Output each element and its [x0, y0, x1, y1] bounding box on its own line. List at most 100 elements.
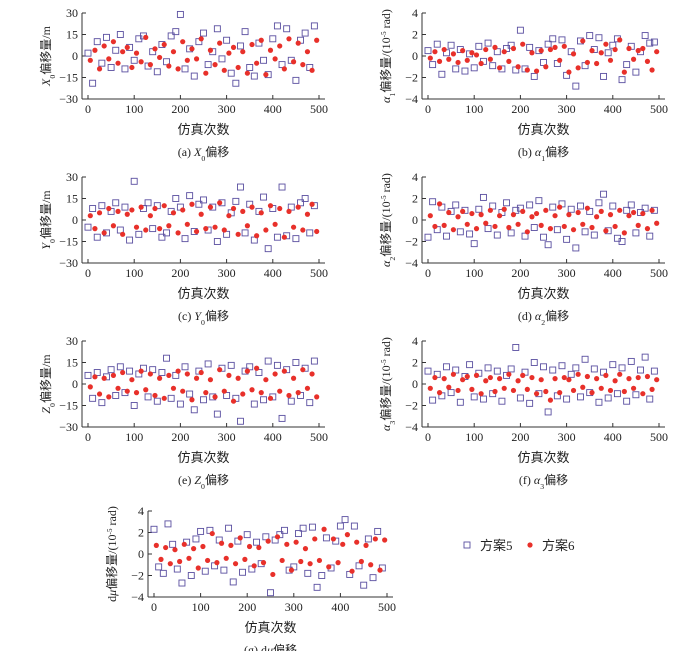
point-scheme6	[487, 56, 493, 62]
point-scheme6	[589, 390, 595, 396]
point-scheme6	[330, 536, 337, 542]
point-scheme5	[223, 36, 231, 44]
point-scheme6	[524, 67, 530, 73]
point-scheme5	[153, 397, 161, 405]
point-scheme6	[110, 372, 117, 378]
point-scheme5	[322, 534, 330, 542]
point-scheme6	[584, 205, 590, 211]
point-scheme5	[287, 397, 295, 405]
point-scheme5	[310, 22, 318, 30]
panel-caption: (g) dμ偏移	[244, 642, 297, 651]
x-tick-label: 0	[85, 430, 91, 444]
point-scheme5	[144, 199, 152, 207]
point-scheme6	[427, 213, 433, 219]
point-scheme5	[646, 232, 654, 240]
point-scheme6	[473, 226, 480, 232]
point-scheme5	[190, 406, 198, 414]
point-scheme5	[466, 230, 474, 238]
point-scheme5	[595, 34, 603, 42]
point-scheme5	[260, 193, 268, 201]
point-scheme5	[466, 361, 474, 369]
point-scheme5	[438, 70, 446, 78]
point-scheme6	[180, 388, 186, 394]
point-scheme6	[654, 220, 660, 226]
y-tick-label: 15	[66, 28, 78, 42]
point-scheme6	[129, 377, 135, 383]
point-scheme5	[470, 240, 478, 248]
point-scheme5	[475, 205, 483, 213]
text-part: 3	[388, 421, 397, 425]
text-part: 偏移	[273, 642, 297, 651]
point-scheme6	[189, 201, 195, 207]
x-axis-label: 仿真次数	[177, 122, 229, 137]
point-scheme5	[186, 390, 194, 398]
point-scheme5	[281, 526, 288, 534]
point-scheme6	[510, 212, 517, 218]
point-scheme6	[209, 530, 215, 537]
text-part: rad)	[379, 173, 393, 195]
point-scheme6	[200, 543, 206, 550]
point-scheme5	[243, 531, 251, 539]
text-part: -5	[380, 359, 388, 365]
point-scheme6	[547, 397, 554, 403]
point-scheme6	[175, 368, 181, 374]
point-scheme5	[260, 56, 268, 64]
point-scheme6	[630, 56, 637, 62]
point-scheme6	[649, 207, 655, 213]
point-scheme6	[626, 45, 632, 52]
point-scheme6	[153, 542, 159, 549]
point-scheme6	[427, 55, 433, 61]
point-scheme6	[133, 224, 140, 230]
point-scheme5	[103, 33, 110, 41]
point-scheme5	[447, 41, 455, 49]
point-scheme5	[158, 369, 166, 376]
y-tick-label: −2	[405, 235, 418, 249]
point-scheme5	[544, 40, 552, 48]
x-axis-label: 仿真次数	[244, 620, 296, 635]
point-scheme5	[218, 55, 226, 63]
point-scheme5	[424, 47, 432, 55]
point-scheme6	[120, 231, 126, 237]
point-scheme6	[115, 60, 121, 66]
text-part: rad)	[105, 506, 119, 528]
point-scheme5	[89, 205, 97, 212]
text-part: 2	[541, 318, 545, 327]
point-scheme5	[173, 565, 181, 573]
y-tick-label: 0	[72, 377, 78, 391]
x-tick-label: 300	[218, 102, 236, 116]
x-tick-label: 0	[151, 600, 157, 614]
point-scheme5	[167, 394, 175, 402]
y-tick-label: −2	[405, 399, 418, 413]
point-scheme6	[570, 227, 577, 233]
point-scheme6	[240, 208, 246, 214]
point-scheme5	[627, 357, 635, 365]
point-scheme5	[341, 516, 349, 524]
point-scheme6	[538, 222, 544, 228]
point-scheme6	[617, 37, 623, 43]
text-part: 偏移量/(10	[378, 201, 393, 256]
point-scheme6	[226, 50, 232, 56]
point-scheme5	[264, 357, 272, 365]
point-scheme6	[506, 224, 512, 231]
x-tick-label: 200	[171, 266, 189, 280]
point-scheme5	[516, 394, 524, 402]
text-part: α	[379, 96, 393, 103]
point-scheme5	[507, 229, 515, 237]
point-scheme6	[557, 390, 563, 396]
point-scheme5	[155, 563, 163, 571]
point-scheme5	[507, 365, 515, 373]
point-scheme5	[246, 64, 254, 71]
point-scheme6	[186, 555, 192, 561]
point-scheme6	[263, 227, 269, 233]
point-scheme6	[584, 373, 590, 380]
point-scheme5	[213, 25, 221, 33]
point-scheme5	[264, 245, 272, 253]
point-scheme6	[223, 555, 229, 561]
point-scheme6	[455, 214, 461, 220]
text-part: μ	[266, 643, 273, 651]
point-scheme5	[350, 522, 358, 530]
point-scheme5	[609, 361, 617, 369]
point-scheme5	[116, 363, 124, 371]
point-scheme5	[273, 361, 281, 369]
text-part: 偏移量/m	[38, 190, 53, 239]
